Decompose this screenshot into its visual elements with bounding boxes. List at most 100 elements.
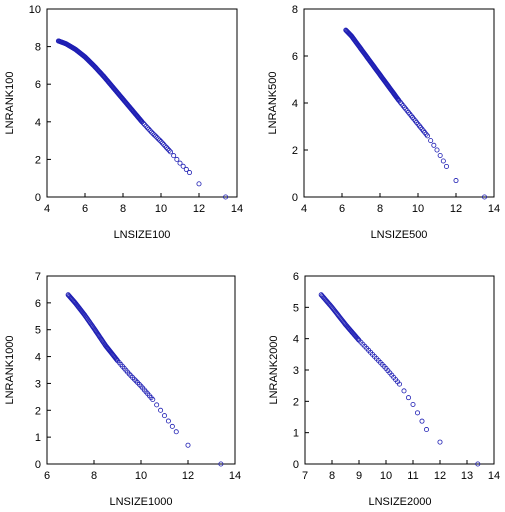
y-tick-label: 5 — [35, 325, 41, 337]
data-point — [165, 418, 171, 424]
y-tick-labels: 0 2 4 6 8 — [292, 4, 298, 204]
y-tick-label: 0 — [35, 192, 41, 204]
data-point — [185, 442, 191, 448]
data-point — [424, 133, 430, 139]
data-points — [65, 292, 224, 467]
x-tick-label: 6 — [44, 470, 50, 482]
y-tick-label: 4 — [293, 334, 299, 346]
data-point — [186, 170, 192, 176]
panel-top-right: 4 6 8 10 12 14 0 2 4 6 8 LNSIZE500 LNRANK500 — [267, 4, 500, 241]
y-tick-label: 0 — [293, 459, 299, 471]
y-tick-label: 10 — [29, 4, 41, 16]
y-tick-label: 6 — [293, 271, 299, 283]
y-tick-label: 4 — [35, 352, 41, 364]
data-point — [159, 140, 165, 146]
y-axis-title: LNRANK2000 — [268, 335, 280, 404]
data-point — [414, 410, 420, 416]
y-tick-label: 5 — [293, 302, 299, 314]
y-tick-labels: 0 1 2 3 4 5 6 7 — [35, 271, 41, 471]
x-tick-label: 13 — [461, 470, 473, 482]
data-point — [150, 130, 156, 136]
y-tick-labels: 0 2 4 6 8 10 — [29, 4, 41, 204]
plot-frame — [304, 275, 495, 465]
x-tick-label: 14 — [231, 203, 243, 215]
data-point — [147, 128, 153, 134]
y-tick-label: 0 — [35, 459, 41, 471]
y-axis-title: LNRANK1000 — [4, 335, 16, 404]
data-point — [177, 160, 183, 166]
data-points — [318, 292, 481, 467]
data-point — [139, 119, 145, 125]
x-tick-label: 8 — [377, 203, 383, 215]
x-tick-labels: 4 6 8 10 12 14 — [44, 203, 243, 215]
tick-marks — [304, 275, 495, 465]
data-point — [167, 149, 173, 155]
data-point — [148, 129, 154, 135]
data-point — [146, 126, 152, 132]
tick-marks — [46, 275, 236, 465]
y-tick-label: 1 — [293, 428, 299, 440]
y-tick-label: 3 — [293, 365, 299, 377]
data-point — [162, 143, 168, 149]
x-tick-label: 6 — [82, 203, 88, 215]
data-point — [173, 429, 179, 435]
data-point — [396, 381, 402, 387]
y-tick-label: 2 — [292, 145, 298, 157]
y-tick-label: 6 — [35, 79, 41, 91]
data-point — [154, 135, 160, 141]
tick-marks — [46, 8, 238, 198]
data-point — [428, 138, 434, 144]
x-tick-label: 4 — [301, 203, 307, 215]
x-tick-label: 14 — [488, 203, 500, 215]
y-tick-label: 3 — [35, 378, 41, 390]
data-point — [151, 132, 157, 138]
x-tick-label: 8 — [120, 203, 126, 215]
x-tick-label: 10 — [155, 203, 167, 215]
data-point — [166, 147, 172, 153]
x-axis-title: LNSIZE100 — [114, 229, 171, 241]
data-point — [218, 461, 224, 467]
data-point — [150, 397, 156, 403]
data-point — [158, 407, 164, 413]
tick-marks — [303, 8, 495, 198]
data-point — [144, 125, 150, 131]
data-point — [423, 427, 429, 433]
data-point — [138, 117, 144, 123]
panel-top-left: 4 6 8 10 12 14 0 2 4 6 8 10 LNSIZE100 LNRANK100 — [4, 4, 243, 241]
data-point — [440, 158, 446, 164]
data-point — [437, 152, 443, 158]
y-tick-label: 7 — [35, 271, 41, 283]
y-tick-label: 1 — [35, 432, 41, 444]
x-tick-label: 12 — [450, 203, 462, 215]
x-axis-title: LNSIZE500 — [371, 229, 428, 241]
data-point — [142, 122, 148, 128]
data-points — [343, 27, 487, 200]
x-tick-label: 14 — [488, 470, 500, 482]
x-tick-label: 4 — [44, 203, 50, 215]
data-point — [140, 120, 146, 126]
data-point — [196, 181, 202, 187]
data-point — [419, 418, 425, 424]
data-point — [161, 141, 167, 147]
y-tick-labels: 0 1 2 3 4 5 6 — [293, 271, 299, 471]
x-tick-label: 6 — [339, 203, 345, 215]
data-point — [157, 137, 163, 143]
data-point — [174, 156, 180, 162]
data-point — [401, 388, 407, 394]
data-point — [453, 178, 459, 184]
data-point — [180, 163, 186, 169]
x-tick-label: 10 — [135, 470, 147, 482]
data-point — [405, 395, 411, 401]
data-point — [165, 146, 171, 152]
data-point — [475, 461, 481, 467]
y-tick-label: 4 — [292, 98, 298, 110]
x-tick-labels: 4 6 8 10 12 14 — [301, 203, 500, 215]
data-point — [434, 147, 440, 153]
y-tick-label: 6 — [35, 298, 41, 310]
data-point — [161, 413, 167, 419]
x-tick-label: 14 — [229, 470, 241, 482]
x-tick-label: 12 — [182, 470, 194, 482]
